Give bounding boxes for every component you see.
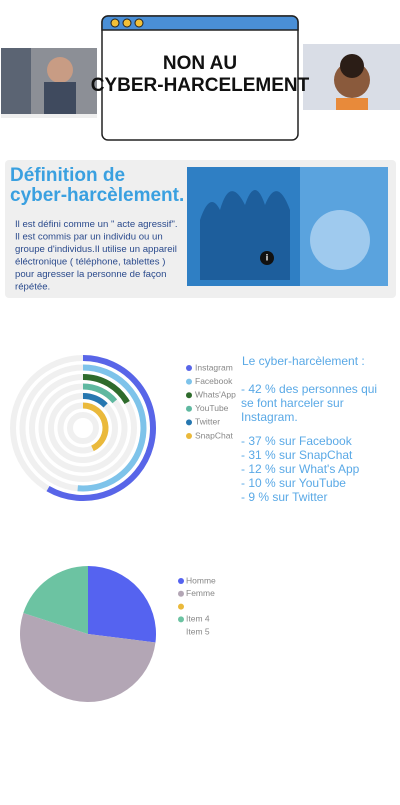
legend-label: Homme bbox=[186, 575, 216, 585]
legend-swatch bbox=[178, 603, 184, 610]
legend-label: Instagram bbox=[195, 362, 233, 372]
legend-swatch bbox=[178, 578, 184, 584]
svg-text:i: i bbox=[266, 252, 269, 262]
legend-label: YouTube bbox=[195, 403, 229, 413]
definition-title: Définition de cyber-harcèlement. bbox=[10, 165, 184, 206]
legend-label: Twitter bbox=[195, 417, 220, 427]
stats-line: - 42 % des personnes qui se font harceler… bbox=[241, 382, 377, 424]
legend-swatch bbox=[186, 378, 192, 385]
radial-bar bbox=[46, 355, 156, 501]
stats-line: - 10 % sur YouTube bbox=[241, 476, 346, 490]
legend-label: Whats'App bbox=[195, 389, 236, 399]
header-title: NON AU CYBER-HARCELEMENT bbox=[91, 53, 310, 96]
stats-line: - 12 % sur What's App bbox=[241, 462, 360, 476]
stats-line: - 9 % sur Twitter bbox=[241, 490, 327, 504]
legend-label: Item 4 bbox=[186, 614, 210, 624]
radial-bar bbox=[82, 402, 109, 452]
pie-slice bbox=[20, 612, 156, 702]
legend-swatch bbox=[178, 616, 184, 623]
photo-left bbox=[1, 48, 97, 118]
legend-swatch bbox=[186, 419, 192, 426]
definition-text: Il est défini comme un " acte agressif".… bbox=[15, 219, 178, 293]
legend-swatch bbox=[186, 405, 192, 412]
legend-swatch bbox=[186, 392, 192, 399]
legend-label: Femme bbox=[186, 588, 215, 598]
illustration-right bbox=[303, 44, 400, 110]
pie-slice bbox=[88, 566, 156, 643]
radial-bar bbox=[82, 393, 108, 408]
definition-image: i bbox=[187, 167, 388, 286]
legend-label: Facebook bbox=[195, 376, 233, 386]
stats-heading: Le cyber-harcèlement : bbox=[242, 354, 365, 368]
ring-track bbox=[67, 412, 99, 444]
legend-swatch bbox=[186, 433, 192, 439]
legend-swatch bbox=[178, 590, 184, 597]
radial-bar bbox=[82, 374, 130, 405]
legend-swatch bbox=[186, 365, 192, 371]
legend-label: Item 5 bbox=[186, 626, 210, 636]
pie-slice bbox=[23, 566, 89, 634]
radial-bar bbox=[77, 364, 147, 492]
stats-line: - 31 % sur SnapChat bbox=[241, 448, 353, 462]
stats-line: - 37 % sur Facebook bbox=[241, 434, 353, 448]
header-window bbox=[101, 15, 299, 141]
radial-bar bbox=[82, 383, 118, 404]
legend-label: SnapChat bbox=[195, 430, 233, 440]
